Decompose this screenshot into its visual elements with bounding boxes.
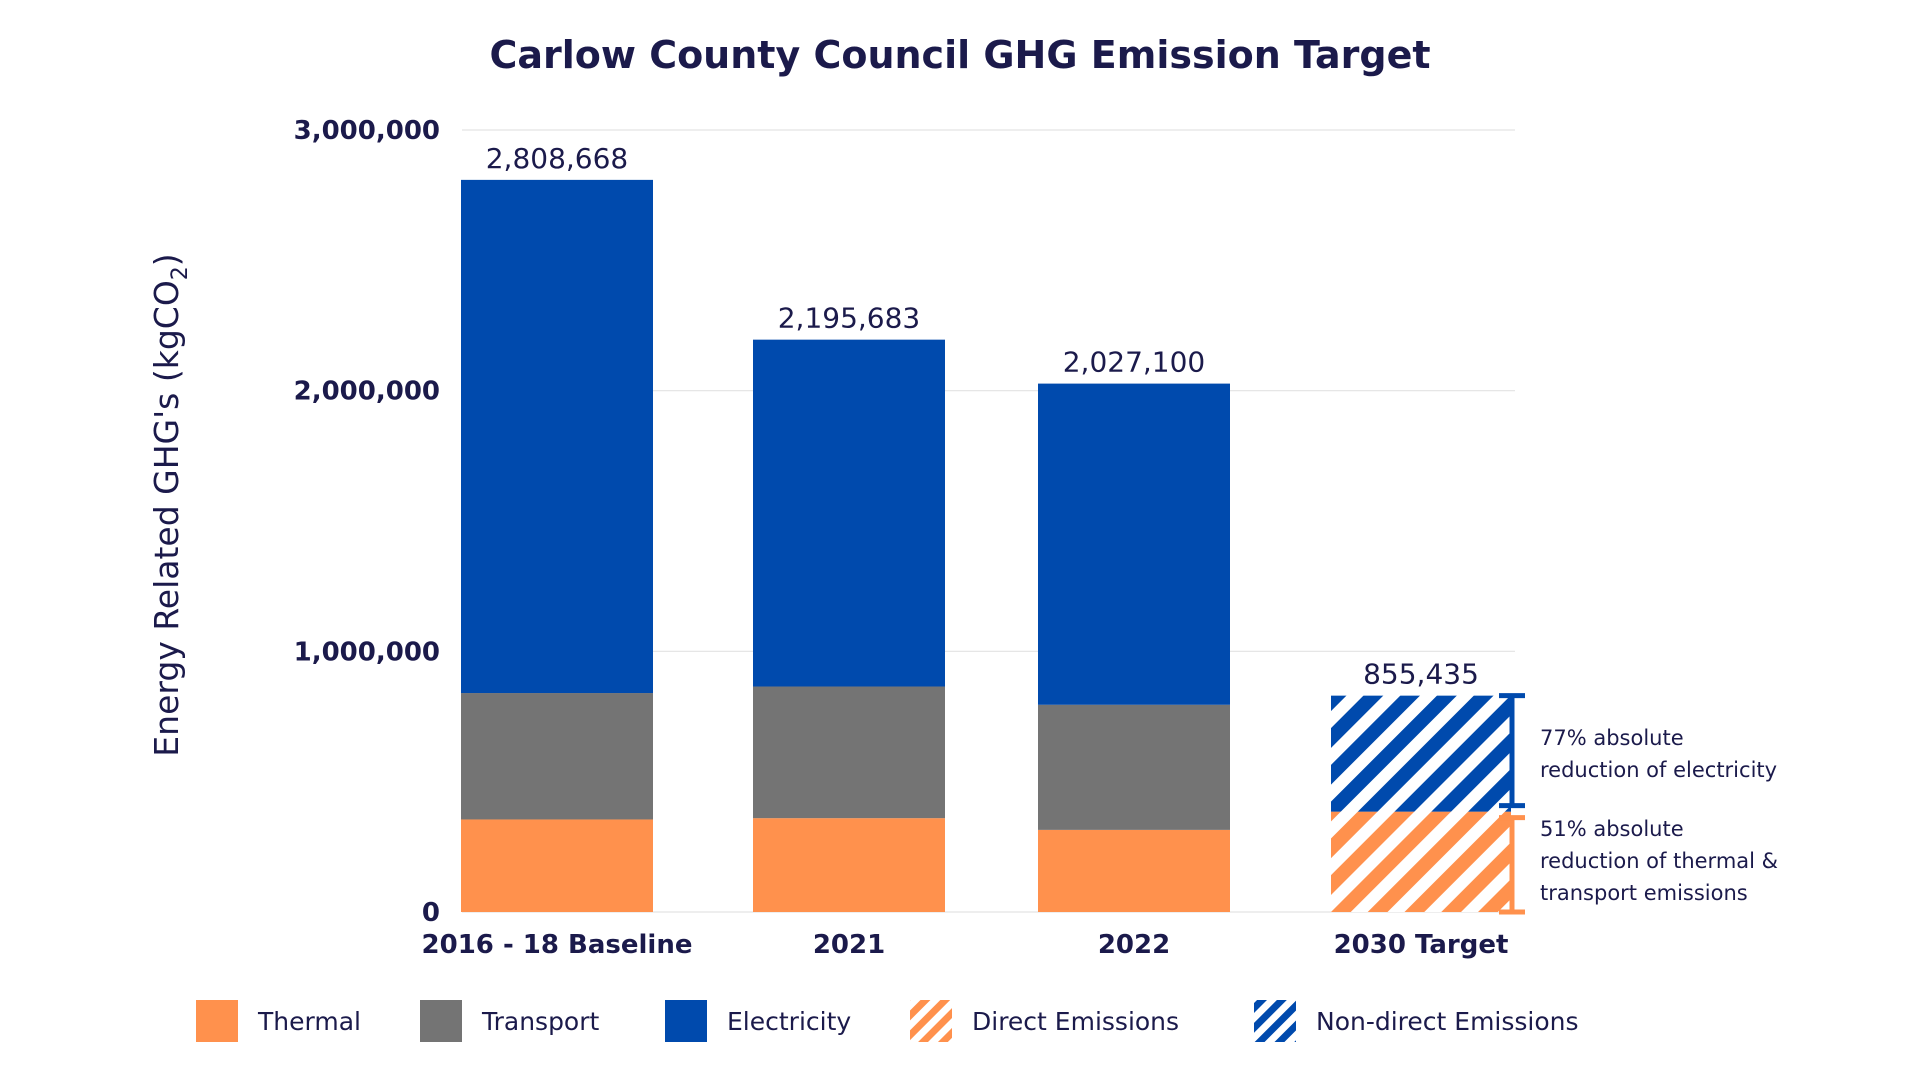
annotation-text: reduction of thermal & — [1540, 849, 1778, 873]
bar-direct-emissions — [1331, 811, 1511, 912]
y-tick-label: 0 — [422, 898, 440, 928]
legend-swatch — [1254, 1000, 1296, 1042]
x-tick-label: 2016 - 18 Baseline — [422, 930, 693, 960]
bar-thermal — [461, 819, 653, 912]
y-tick-label: 2,000,000 — [294, 377, 440, 407]
y-axis-ticks: 0 1,000,000 2,000,000 3,000,000 — [294, 116, 440, 928]
legend-swatch — [420, 1000, 462, 1042]
y-tick-label: 1,000,000 — [294, 637, 440, 667]
chart-title: Carlow County Council GHG Emission Targe… — [489, 33, 1430, 77]
y-tick-label: 3,000,000 — [294, 116, 440, 146]
legend-swatch — [910, 1000, 952, 1042]
bar-transport — [461, 693, 653, 820]
bar-thermal — [753, 818, 945, 912]
bar-electricity — [1038, 383, 1230, 705]
legend: Thermal Transport Electricity Direct Emissi… — [196, 1000, 1579, 1042]
bar-total-label: 2,195,683 — [778, 302, 921, 335]
bar-thermal — [1038, 829, 1230, 912]
x-tick-label: 2021 — [813, 930, 885, 960]
legend-swatch — [665, 1000, 707, 1042]
annotation-text: transport emissions — [1540, 881, 1748, 905]
x-tick-label: 2030 Target — [1334, 930, 1509, 960]
bar-totals: 2,808,668 2,195,683 2,027,100 855,435 — [486, 142, 1479, 691]
x-tick-label: 2022 — [1098, 930, 1170, 960]
legend-label: Thermal — [257, 1007, 361, 1036]
legend-label: Direct Emissions — [972, 1007, 1179, 1036]
annotation-text: reduction of electricity — [1540, 758, 1777, 782]
bar-total-label: 2,808,668 — [486, 142, 629, 175]
legend-swatch — [196, 1000, 238, 1042]
bar-total-label: 855,435 — [1363, 658, 1479, 691]
legend-label: Transport — [481, 1007, 600, 1036]
bars — [461, 179, 1511, 912]
legend-label: Electricity — [727, 1007, 851, 1036]
target-annotations: 77% absolute reduction of electricity 51% … — [1499, 693, 1778, 915]
bar-transport — [1038, 704, 1230, 830]
annotation-text: 51% absolute — [1540, 817, 1684, 841]
bar-non-direct-emissions — [1331, 695, 1511, 812]
bar-electricity — [461, 179, 653, 694]
annotation-text: 77% absolute — [1540, 726, 1684, 750]
y-axis-label: Energy Related GHG's (kgCO2) — [147, 253, 193, 756]
bar-transport — [753, 686, 945, 819]
bar-total-label: 2,027,100 — [1063, 346, 1206, 379]
bar-electricity — [753, 339, 945, 687]
x-axis-ticks: 2016 - 18 Baseline 2021 2022 2030 Target — [422, 930, 1509, 960]
legend-label: Non-direct Emissions — [1316, 1007, 1579, 1036]
